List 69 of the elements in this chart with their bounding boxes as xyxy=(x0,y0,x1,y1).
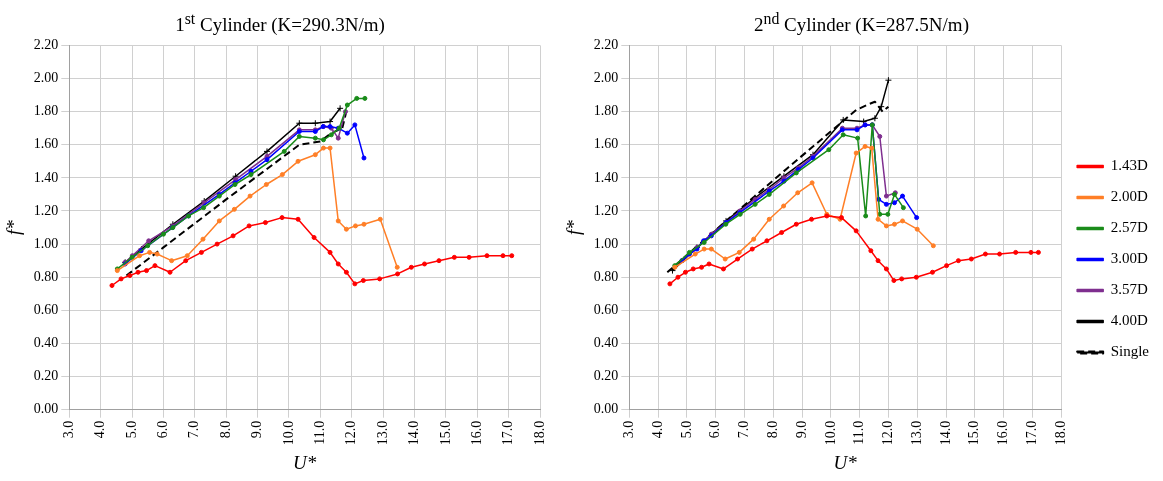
legend-label: 3.57D xyxy=(1110,281,1148,298)
x-tick-label: 6.0 xyxy=(707,420,723,439)
y-tick-label: 1.80 xyxy=(593,103,619,119)
y-tick-label: 2.00 xyxy=(33,70,59,86)
y-tick-label: 0.00 xyxy=(593,401,619,417)
x-tick-label: 9.0 xyxy=(793,420,809,439)
x-tick-label: 8.0 xyxy=(764,420,780,439)
x-tick-label: 8.0 xyxy=(217,420,233,439)
legend-label: 2.57D xyxy=(1110,219,1148,236)
x-tick-label: 15.0 xyxy=(437,420,453,446)
y-tick-label: 0.60 xyxy=(593,302,619,318)
x-tick-label: 10.0 xyxy=(822,420,838,446)
legend-label: 4.00D xyxy=(1110,312,1148,329)
x-tick-label: 11.0 xyxy=(312,420,328,445)
y-tick-label: 1.40 xyxy=(593,169,619,185)
y-tick-label: 1.20 xyxy=(593,202,619,218)
chart-title: 2$^{nd}$ Cylinder (K=287.5N/m) xyxy=(753,9,970,36)
x-tick-label: 18.0 xyxy=(531,420,547,446)
legend-label: Single xyxy=(1110,343,1150,360)
x-tick-label: 11.0 xyxy=(851,420,867,445)
x-axis-title: U* xyxy=(833,451,858,473)
x-tick-label: 12.0 xyxy=(343,420,359,446)
x-tick-label: 17.0 xyxy=(1024,420,1040,446)
x-tick-label: 17.0 xyxy=(500,420,516,446)
x-tick-label: 15.0 xyxy=(966,420,982,446)
y-tick-label: 0.40 xyxy=(33,335,59,351)
y-tick-label: 0.80 xyxy=(33,268,59,284)
y-tick-label: 0.80 xyxy=(593,268,619,284)
y-tick-label: 0.60 xyxy=(33,302,59,318)
x-tick-label: 18.0 xyxy=(1052,420,1068,446)
y-tick-label: 2.20 xyxy=(593,37,619,53)
x-tick-label: 9.0 xyxy=(249,420,265,439)
y-tick-label: 1.80 xyxy=(33,103,59,119)
y-axis-title: f* xyxy=(563,219,585,235)
x-tick-label: 12.0 xyxy=(880,420,896,446)
legend-label: 3.00D xyxy=(1110,250,1148,267)
x-tick-label: 7.0 xyxy=(736,420,752,439)
legend-label: 2.00D xyxy=(1110,188,1148,205)
y-tick-label: 0.20 xyxy=(33,368,59,384)
x-tick-label: 4.0 xyxy=(649,420,665,439)
y-tick-label: 2.00 xyxy=(593,70,619,86)
x-axis-title: U* xyxy=(293,451,317,473)
y-tick-label: 1.40 xyxy=(33,169,59,185)
chart-title: 1$^{st}$ Cylinder (K=290.3N/m) xyxy=(174,9,386,36)
y-axis-title: f* xyxy=(3,219,25,235)
x-tick-label: 3.0 xyxy=(620,420,636,439)
x-tick-label: 6.0 xyxy=(155,420,171,439)
x-tick-label: 4.0 xyxy=(92,420,108,439)
x-tick-label: 3.0 xyxy=(60,420,76,439)
y-tick-label: 1.00 xyxy=(33,235,59,251)
legend-label: 1.43D xyxy=(1110,157,1148,174)
y-tick-label: 1.60 xyxy=(593,136,619,152)
x-tick-label: 5.0 xyxy=(678,420,694,439)
y-tick-label: 1.20 xyxy=(33,202,59,218)
x-tick-label: 7.0 xyxy=(186,420,202,439)
y-tick-label: 0.00 xyxy=(33,401,59,417)
y-tick-label: 1.00 xyxy=(593,235,619,251)
y-tick-label: 0.20 xyxy=(593,368,619,384)
x-tick-label: 14.0 xyxy=(937,420,953,446)
x-tick-label: 10.0 xyxy=(280,420,296,446)
y-tick-label: 1.60 xyxy=(33,136,59,152)
x-tick-label: 13.0 xyxy=(908,420,924,446)
x-tick-label: 5.0 xyxy=(123,420,139,439)
y-tick-label: 2.20 xyxy=(33,37,59,53)
y-tick-label: 0.40 xyxy=(593,335,619,351)
x-tick-label: 16.0 xyxy=(468,420,484,446)
x-tick-label: 14.0 xyxy=(406,420,422,446)
x-tick-label: 16.0 xyxy=(995,420,1011,446)
x-tick-label: 13.0 xyxy=(374,420,390,446)
